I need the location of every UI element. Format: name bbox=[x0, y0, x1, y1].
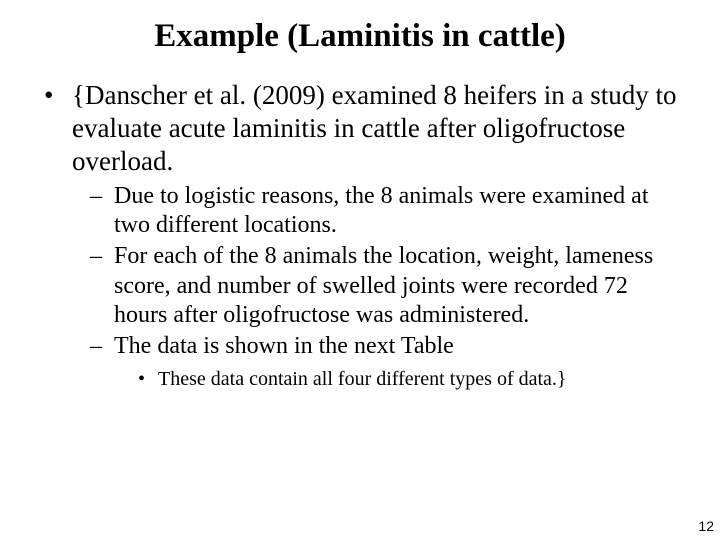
list-item: For each of the 8 animals the location, … bbox=[90, 242, 684, 330]
page-number: 12 bbox=[698, 518, 714, 534]
bullet-text: Due to logistic reasons, the 8 animals w… bbox=[114, 183, 649, 238]
bullet-list-level3: These data contain all four different ty… bbox=[114, 367, 684, 392]
list-item: The data is shown in the next Table Thes… bbox=[90, 332, 684, 392]
slide: Example (Laminitis in cattle) {Danscher … bbox=[0, 0, 720, 540]
bullet-list-level2: Due to logistic reasons, the 8 animals w… bbox=[72, 182, 684, 393]
list-item: These data contain all four different ty… bbox=[138, 367, 684, 392]
list-item: Due to logistic reasons, the 8 animals w… bbox=[90, 182, 684, 241]
bullet-text: The data is shown in the next Table bbox=[114, 333, 454, 359]
bullet-list-level1: {Danscher et al. (2009) examined 8 heife… bbox=[36, 79, 684, 392]
slide-title: Example (Laminitis in cattle) bbox=[36, 18, 684, 55]
list-item: {Danscher et al. (2009) examined 8 heife… bbox=[44, 79, 684, 392]
bullet-text: {Danscher et al. (2009) examined 8 heife… bbox=[72, 80, 677, 176]
bullet-text: These data contain all four different ty… bbox=[158, 368, 567, 390]
bullet-text: For each of the 8 animals the location, … bbox=[114, 243, 653, 328]
